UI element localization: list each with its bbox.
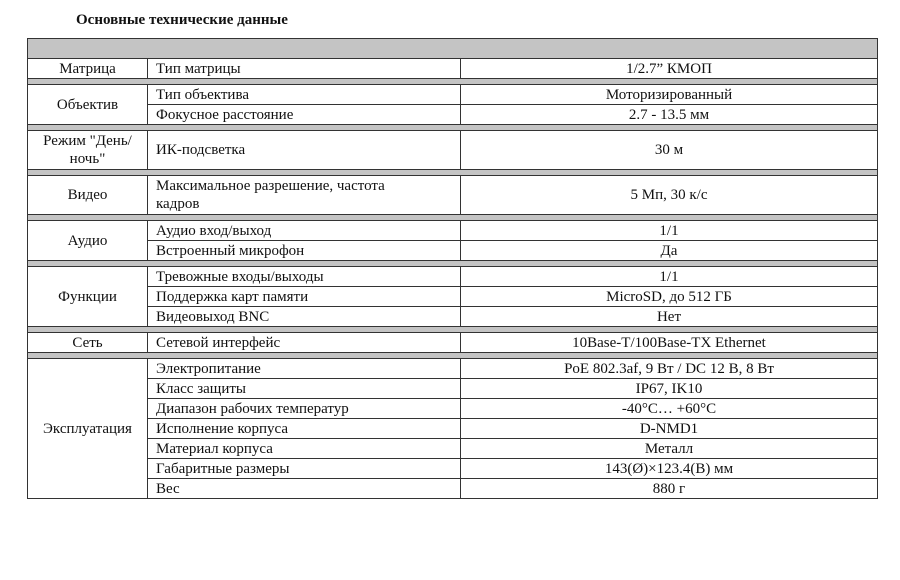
group-label: Видео — [27, 175, 148, 215]
table-row: Исполнение корпуса D-NMD1 — [28, 418, 878, 439]
table-header-band — [27, 38, 878, 59]
parameter-value: PoE 802.3af, 9 Вт / DC 12 В, 8 Вт — [460, 358, 878, 379]
table-row: Сеть Сетевой интерфейс 10Base-T/100Base-TX… — [27, 332, 878, 353]
parameter-name: Сетевой интерфейс — [147, 332, 461, 353]
parameter-name: Видеовыход BNC — [147, 306, 461, 327]
document-title: Основные технические данные — [76, 12, 288, 28]
table-row: Габаритные размеры 143(Ø)×123.4(В) мм — [28, 458, 878, 479]
table-row: Матрица Тип матрицы 1/2.7” КМОП — [27, 58, 878, 79]
parameter-value: 10Base-T/100Base-TX Ethernet — [460, 332, 878, 353]
parameter-name: Тип матрицы — [147, 58, 461, 79]
table-row: Фокусное расстояние 2.7 - 13.5 мм — [28, 104, 878, 125]
parameter-value: MicroSD, до 512 ГБ — [460, 286, 878, 307]
parameter-value: 143(Ø)×123.4(В) мм — [460, 458, 878, 479]
parameter-value: 2.7 - 13.5 мм — [460, 104, 878, 125]
parameter-name: Тип объектива — [147, 84, 461, 105]
table-row: Диапазон рабочих температур -40°C… +60°C — [28, 398, 878, 419]
parameter-value: Да — [460, 240, 878, 261]
parameter-name: Вес — [147, 478, 461, 499]
parameter-value: 30 м — [460, 130, 878, 170]
parameter-name: Поддержка карт памяти — [147, 286, 461, 307]
group-label: Режим "День/ночь" — [27, 130, 148, 170]
table-row: Материал корпуса Металл — [28, 438, 878, 459]
parameter-name: Габаритные размеры — [147, 458, 461, 479]
parameter-name: ИК-подсветка — [147, 130, 461, 170]
table-row: Аудио Аудио вход/выход 1/1 — [27, 220, 878, 261]
spec-table: Матрица Тип матрицы 1/2.7” КМОП Объектив Тип… — [27, 38, 878, 499]
parameter-value: 1/1 — [460, 266, 878, 287]
parameter-name: Диапазон рабочих температур — [147, 398, 461, 419]
table-row: Поддержка карт памяти MicroSD, до 512 ГБ — [28, 286, 878, 307]
parameter-value: IP67, IK10 — [460, 378, 878, 399]
table-row: Вес 880 г — [28, 478, 878, 499]
parameter-name: Максимальное разрешение, частота кадров — [147, 175, 461, 215]
group-label: Эксплуатация — [27, 358, 148, 499]
parameter-name: Электропитание — [147, 358, 461, 379]
table-row: Видео Максимальное разрешение, частота ка… — [27, 175, 878, 215]
group-label: Функции — [27, 266, 148, 327]
parameter-name: Тревожные входы/выходы — [147, 266, 461, 287]
table-row: Режим "День/ночь" ИК-подсветка 30 м — [27, 130, 878, 170]
group-label: Объектив — [27, 84, 148, 125]
parameter-value: 5 Мп, 30 к/с — [460, 175, 878, 215]
group-label: Матрица — [27, 58, 148, 79]
parameter-name: Фокусное расстояние — [147, 104, 461, 125]
table-row: Класс защиты IP67, IK10 — [28, 378, 878, 399]
table-row: Функции Тревожные входы/выходы 1/1 — [27, 266, 878, 327]
parameter-name: Аудио вход/выход — [147, 220, 461, 241]
parameter-name: Встроенный микрофон — [147, 240, 461, 261]
table-row: Объектив Тип объектива Моторизированный — [27, 84, 878, 125]
header-band-cell — [27, 38, 878, 59]
group-label: Сеть — [27, 332, 148, 353]
parameter-name: Класс защиты — [147, 378, 461, 399]
parameter-value: Металл — [460, 438, 878, 459]
parameter-name: Материал корпуса — [147, 438, 461, 459]
parameter-value: -40°C… +60°C — [460, 398, 878, 419]
parameter-value: 880 г — [460, 478, 878, 499]
table-row: Видеовыход BNC Нет — [28, 306, 878, 327]
parameter-value: Моторизированный — [460, 84, 878, 105]
parameter-value: 1/1 — [460, 220, 878, 241]
parameter-value: D-NMD1 — [460, 418, 878, 439]
parameter-name: Исполнение корпуса — [147, 418, 461, 439]
group-label: Аудио — [27, 220, 148, 261]
parameter-value: 1/2.7” КМОП — [460, 58, 878, 79]
table-row: Эксплуатация Электропитание PoE 802.3af, 9… — [27, 358, 878, 499]
table-row: Встроенный микрофон Да — [28, 240, 878, 261]
parameter-value: Нет — [460, 306, 878, 327]
